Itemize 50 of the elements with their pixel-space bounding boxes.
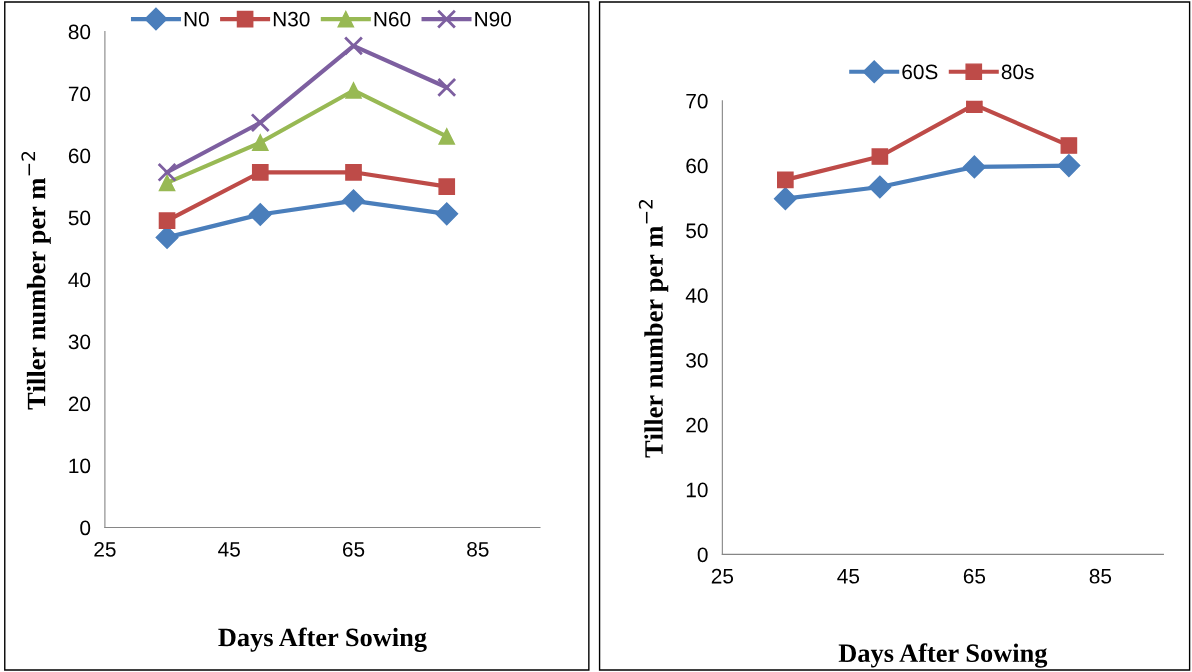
- y-tick-label: 50: [686, 223, 708, 239]
- point: [435, 202, 459, 226]
- point: [251, 134, 269, 151]
- y-tick-label: 40: [685, 288, 708, 303]
- legend-label: N0: [184, 11, 209, 27]
- legend-label: 60S: [902, 64, 938, 80]
- point: [438, 128, 456, 145]
- point: [157, 162, 177, 183]
- point: [345, 82, 362, 99]
- x-tick-label: 85: [1089, 568, 1112, 584]
- y-tick-label: 40: [68, 272, 91, 288]
- x-tick-label: 45: [837, 569, 860, 584]
- x-tick-label: 65: [963, 568, 986, 584]
- y-tick-label: 60: [686, 158, 708, 174]
- legend-label: N90: [475, 11, 512, 27]
- point: [342, 189, 366, 213]
- point: [250, 112, 271, 133]
- legend-label: 80s: [1001, 64, 1034, 80]
- legend-label: N60: [374, 11, 411, 27]
- x-axis-title: Days After Sowing: [218, 627, 427, 652]
- y-tick-label: 30: [68, 334, 91, 350]
- point: [345, 163, 362, 181]
- point: [251, 163, 269, 181]
- y-tick-label: 50: [68, 210, 91, 226]
- y-tick-label: 10: [686, 482, 708, 498]
- y-tick-label: 70: [68, 86, 91, 102]
- y-axis-title: Tiller number per m$^{−2}$: [638, 199, 669, 458]
- y-tick-label: 20: [68, 396, 91, 412]
- legend-label: N30: [273, 11, 310, 27]
- y-tick-label: 20: [686, 417, 708, 433]
- y-tick-label: 30: [686, 353, 708, 368]
- x-tick-label: 25: [711, 568, 734, 584]
- point: [343, 36, 364, 56]
- y-tick-label: 70: [686, 93, 708, 109]
- x-tick-label: 65: [342, 541, 365, 557]
- y-tick-label: 10: [69, 458, 91, 474]
- y-tick-label: 60: [68, 148, 91, 164]
- x-tick-label: 45: [218, 542, 240, 557]
- point: [437, 77, 457, 98]
- point: [158, 212, 176, 229]
- x-axis-title: Days After Sowing: [838, 643, 1048, 668]
- x-tick-label: 85: [467, 541, 489, 557]
- y-axis-title: Tiller number per m$^{−2}$: [21, 151, 51, 410]
- point: [158, 174, 176, 192]
- point: [248, 202, 272, 226]
- x-tick-label: 25: [94, 541, 116, 557]
- y-tick-label: 0: [697, 547, 708, 563]
- y-tick-label: 0: [80, 520, 91, 536]
- point: [438, 178, 456, 195]
- y-tick-label: 80: [68, 24, 91, 40]
